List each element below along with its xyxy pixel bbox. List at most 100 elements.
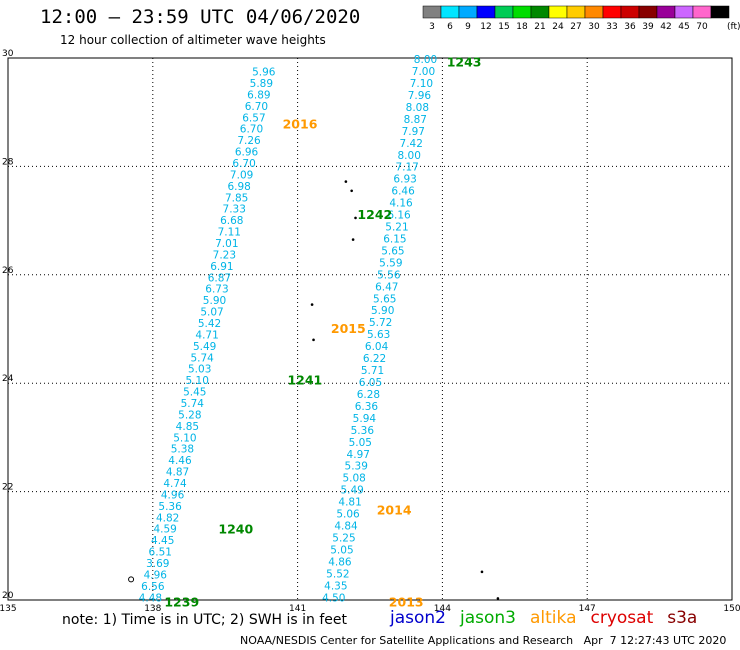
wave-height-value: 4.96 [161,489,185,501]
wave-height-value: 6.70 [240,124,263,136]
wave-height-value: 4.45 [151,535,174,547]
colorbar-swatch [602,5,622,19]
wave-height-value: 5.08 [342,473,365,485]
colorbar-swatch [476,5,496,19]
wave-height-value: 6.28 [357,389,380,401]
time-label: 1243 [447,54,482,69]
wave-height-value: 8.00 [414,54,437,66]
wave-height-value: 5.59 [379,257,402,269]
colorbar-swatch [440,5,460,19]
colorbar-label: 33 [606,22,617,32]
wave-height-value: 4.86 [328,556,352,568]
colorbar-swatch [548,5,568,19]
island-marker [480,570,484,574]
x-tick-label: 135 [0,604,17,614]
y-tick-label: 26 [2,266,14,276]
colorbar-label: 30 [588,22,600,32]
island-marker [344,180,348,183]
colorbar-swatch [566,5,586,19]
wave-height-value: 4.84 [334,521,358,533]
wave-height-value: 5.45 [183,387,206,399]
colorbar-label: 18 [516,22,528,32]
wave-height-value: 7.10 [410,78,433,90]
wave-height-value: 5.10 [186,375,209,387]
satellite-s3a: s3a [667,608,698,628]
satellite-legend: jason2 jason3 altika cryosat s3a [390,608,711,628]
page-title: 12:00 – 23:59 UTC 04/06/2020 [40,6,361,28]
wave-height-value: 7.33 [223,204,246,216]
time-label: 1241 [287,372,322,387]
wave-height-value: 6.05 [359,377,382,389]
wave-height-value: 4.96 [144,569,168,581]
time-label: 1239 [164,595,199,610]
colorbar-label: 21 [534,22,545,32]
time-label: 2016 [283,117,318,132]
wave-height-value: 4.16 [389,198,413,210]
y-tick-label: 24 [2,374,14,384]
time-label: 2014 [377,503,412,518]
x-tick-label: 141 [289,604,306,614]
wave-height-value: 6.15 [383,233,406,245]
colorbar-label: 15 [498,22,509,32]
wave-height-value: 6.70 [232,158,255,170]
wave-height-value: 7.42 [400,138,423,150]
wave-height-value: 5.36 [158,501,182,513]
wave-height-value: 5.74 [181,398,205,410]
wave-height-value: 5.05 [330,544,353,556]
x-tick-label: 150 [723,604,740,614]
y-tick-label: 30 [2,49,14,59]
wave-height-value: 4.87 [166,467,189,479]
footer-note: note: 1) Time is in UTC; 2) SWH is in fe… [62,612,348,628]
time-label: 2013 [389,595,424,610]
wave-height-value: 5.07 [200,307,223,319]
wave-height-value: 5.94 [353,413,377,425]
colorbar-swatch [692,5,712,19]
colorbar-label: 36 [624,22,636,32]
wave-height-value: 4.82 [156,512,179,524]
wave-height-value: 6.68 [220,215,243,227]
satellite-jason2: jason2 [390,608,446,628]
colorbar-swatch [422,5,442,19]
wave-height-tracks: 5.965.896.896.706.576.707.266.966.707.09… [139,54,438,604]
wave-height-value: 5.63 [367,329,390,341]
wave-height-value: 6.87 [208,272,231,284]
wave-height-value: 4.97 [347,449,370,461]
colorbar-unit: (ft) [727,22,740,32]
wave-height-value: 5.28 [178,409,201,421]
wave-height-value: 5.06 [336,509,360,521]
island-marker [312,338,315,342]
wave-height-value: 6.70 [245,101,268,113]
satellite-jason3: jason3 [460,608,516,628]
wave-height-value: 6.57 [242,112,265,124]
colorbar-swatch [638,5,658,19]
wave-height-value: 6.47 [375,281,398,293]
wave-height-value: 5.25 [332,532,355,544]
colorbar-label: 45 [678,22,689,32]
colorbar-label: 42 [660,22,671,32]
colorbar-swatch [512,5,532,19]
map-border [7,57,733,601]
wave-height-value: 7.00 [412,66,435,78]
wave-height-value: 7.11 [218,227,241,239]
satellite-altika: altika [530,608,577,628]
wave-height-value: 6.89 [247,89,270,101]
wave-height-value: 8.00 [398,150,421,162]
wave-height-value: 6.36 [355,401,379,413]
island-marker [310,303,314,306]
colorbar-label: 3 [429,22,435,32]
y-tick-label: 22 [2,483,13,493]
wave-height-value: 5.36 [351,425,375,437]
wave-height-value: 5.65 [373,293,396,305]
colorbar-label: 12 [480,22,491,32]
wave-height-value: 4.35 [324,580,347,592]
wave-height-value: 6.98 [227,181,250,193]
wave-height-value: 6.22 [363,353,386,365]
map-frame: 135 138 141 144 147 150 20 22 24 26 28 30 [0,49,740,614]
wave-height-value: 4.48 [139,592,162,604]
x-tick-label: 144 [434,604,451,614]
island-markers [128,180,500,600]
wave-height-value: 5.74 [190,352,214,364]
wave-height-value: 5.38 [171,444,194,456]
wave-height-value: 5.90 [371,305,394,317]
wave-height-value: 6.51 [149,547,172,559]
